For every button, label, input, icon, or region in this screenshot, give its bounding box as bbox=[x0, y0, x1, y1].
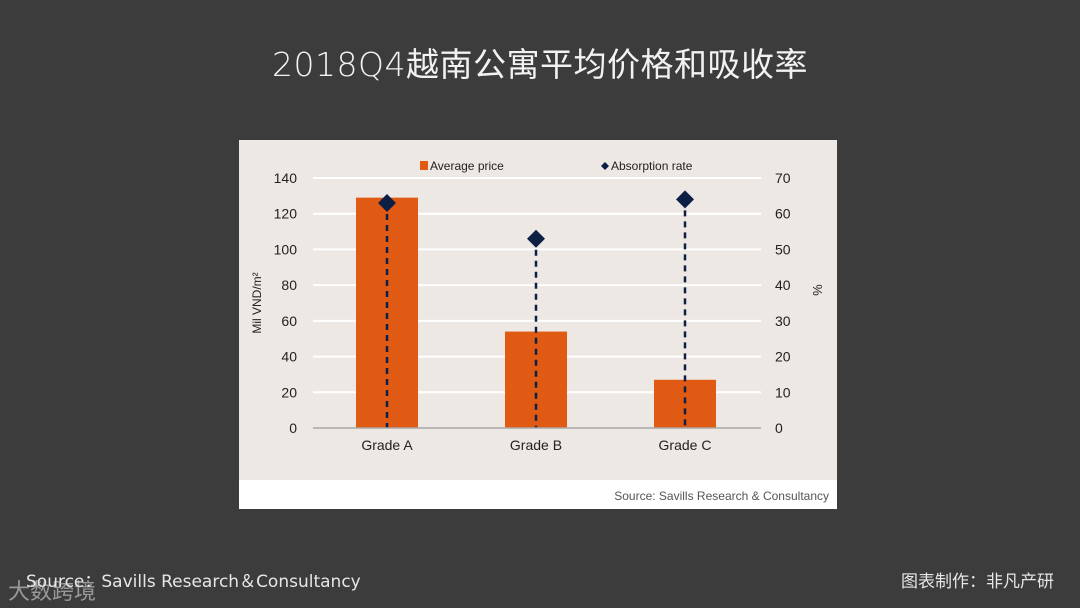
diamond-marker-absorption bbox=[676, 190, 694, 209]
footer-credit: 图表制作：非凡产研 bbox=[901, 572, 1054, 592]
y-tick-right: 0 bbox=[775, 420, 783, 436]
page-title: 2018Q4越南公寓平均价格和吸收率 bbox=[272, 45, 808, 84]
legend-absorption-rate: Absorption rate bbox=[611, 159, 693, 173]
y-tick-right: 60 bbox=[775, 206, 791, 222]
diamond-marker-absorption bbox=[527, 229, 545, 248]
watermark: 大数跨境 bbox=[8, 580, 97, 605]
y-tick-left: 140 bbox=[274, 170, 298, 186]
legend-diamond-icon bbox=[601, 162, 609, 170]
y-tick-right: 40 bbox=[775, 277, 791, 293]
chart-panel: 0 20 40 60 80 100 120 140 0 10 20 30 40 50 60 70 Mil VND… bbox=[239, 140, 837, 509]
y-axis-label-left: Mil VND/m² bbox=[250, 272, 264, 333]
y-tick-right: 70 bbox=[775, 170, 791, 186]
diamond-marker-absorption bbox=[378, 194, 396, 212]
y-tick-left: 60 bbox=[281, 313, 297, 329]
legend-average-price: Average price bbox=[430, 159, 504, 173]
y-tick-right: 50 bbox=[775, 241, 791, 257]
x-tick-label: Grade C bbox=[659, 437, 712, 453]
y-tick-right: 10 bbox=[775, 384, 791, 400]
bar-average-price bbox=[505, 331, 567, 428]
legend-bar-icon bbox=[420, 161, 428, 170]
y-tick-right: 20 bbox=[775, 349, 791, 365]
x-tick-label: Grade B bbox=[510, 437, 562, 453]
chart-svg: 0 20 40 60 80 100 120 140 0 10 20 30 40 50 60 70 Mil VND… bbox=[250, 159, 825, 453]
chart-source: Source: Savills Research & Consultancy bbox=[614, 489, 829, 503]
y-tick-left: 80 bbox=[281, 277, 297, 293]
y-tick-right: 30 bbox=[775, 313, 791, 329]
y-tick-left: 20 bbox=[281, 384, 297, 400]
y-axis-label-right: % bbox=[810, 284, 825, 296]
x-tick-label: Grade A bbox=[361, 437, 413, 453]
footer-source: Source：Savills Research＆Consultancy bbox=[26, 572, 361, 592]
y-tick-left: 120 bbox=[274, 206, 298, 222]
y-tick-left: 0 bbox=[289, 420, 297, 436]
y-tick-left: 100 bbox=[274, 241, 298, 257]
y-tick-left: 40 bbox=[281, 349, 297, 365]
